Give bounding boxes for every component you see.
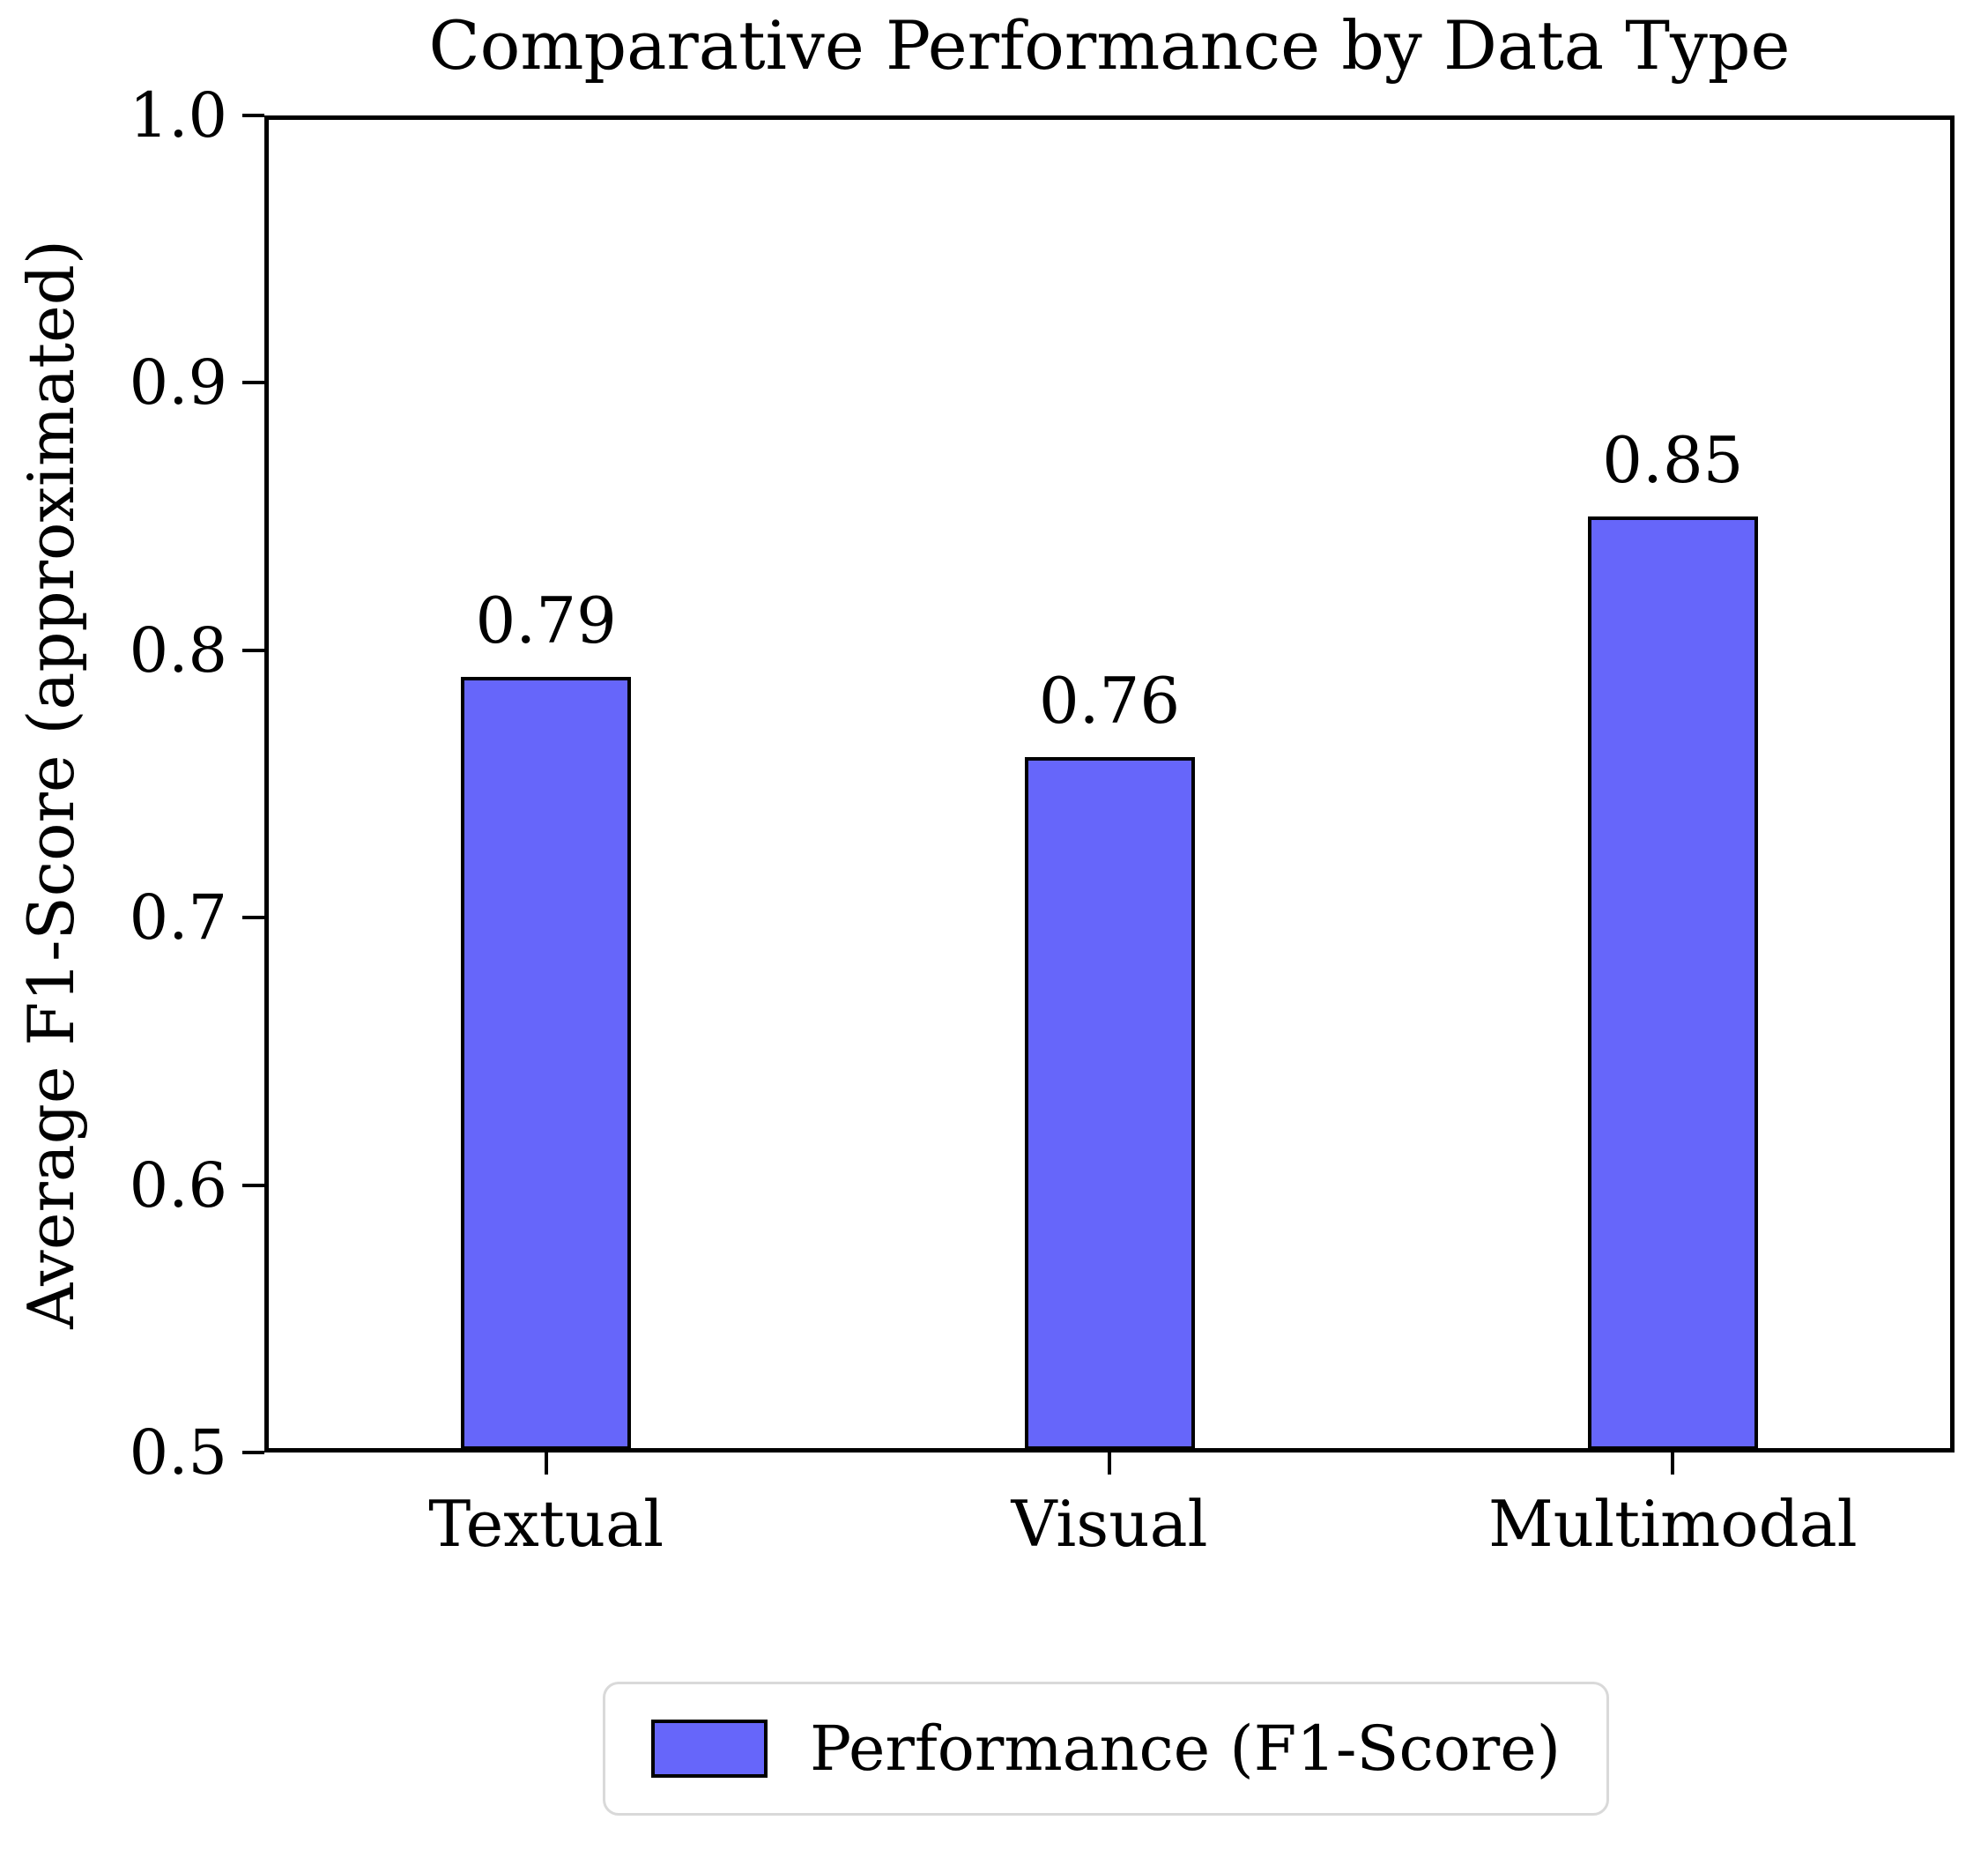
x-tick-mark (1108, 1453, 1111, 1475)
y-tick-mark (242, 114, 264, 117)
y-tick-mark (242, 1183, 264, 1187)
bar-value-label: 0.76 (1038, 664, 1181, 739)
bar-visual (1024, 757, 1195, 1450)
chart-title: Comparative Performance by Data Type (428, 6, 1791, 85)
legend-label: Performance (F1-Score) (810, 1713, 1561, 1785)
x-tick-label-multimodal: Multimodal (1487, 1487, 1858, 1561)
x-tick-label-textual: Textual (428, 1487, 664, 1561)
x-tick-mark (1671, 1453, 1675, 1475)
y-tick-label: 1.0 (129, 79, 227, 152)
bar-value-label: 0.85 (1602, 423, 1744, 498)
x-tick-label-visual: Visual (1011, 1487, 1208, 1561)
y-tick-label: 0.9 (129, 346, 227, 420)
x-tick-mark (544, 1453, 548, 1475)
y-tick-mark (242, 1451, 264, 1454)
y-tick-label: 0.8 (129, 613, 227, 687)
bar-multimodal (1587, 516, 1758, 1450)
y-axis-label: Average F1-Score (approximated) (14, 240, 88, 1329)
y-tick-label: 0.5 (129, 1416, 227, 1489)
y-tick-mark (242, 381, 264, 385)
y-tick-label: 0.6 (129, 1148, 227, 1222)
bar-value-label: 0.79 (475, 583, 617, 658)
y-tick-mark (242, 916, 264, 920)
legend: Performance (F1-Score) (603, 1682, 1609, 1816)
bar-textual (461, 677, 632, 1450)
y-tick-label: 0.7 (129, 881, 227, 955)
y-tick-mark (242, 648, 264, 652)
legend-swatch-icon (651, 1720, 768, 1778)
